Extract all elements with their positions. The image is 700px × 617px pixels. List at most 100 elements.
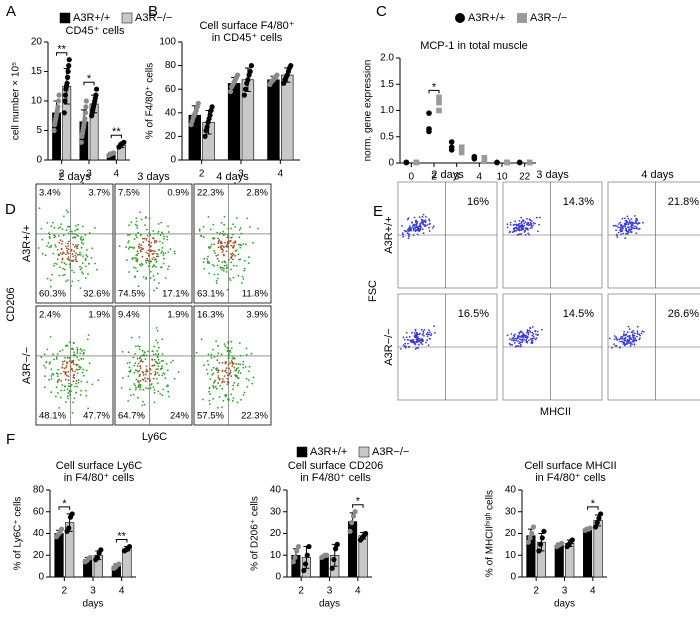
event-dot bbox=[153, 345, 156, 348]
event-dot bbox=[68, 240, 70, 243]
event-dot bbox=[626, 233, 629, 235]
event-dot bbox=[67, 256, 70, 258]
event-dot bbox=[69, 385, 71, 388]
event-dot bbox=[625, 219, 628, 222]
event-dot bbox=[62, 267, 65, 270]
event-dot bbox=[403, 345, 406, 348]
event-dot bbox=[76, 372, 79, 375]
event-dot bbox=[402, 336, 405, 339]
event-dot bbox=[163, 257, 165, 260]
data-point bbox=[516, 159, 523, 166]
event-dot bbox=[222, 378, 224, 380]
event-dot bbox=[76, 356, 79, 359]
event-dot bbox=[167, 231, 170, 233]
event-dot bbox=[218, 361, 221, 364]
event-dot bbox=[135, 220, 138, 223]
data-point bbox=[288, 63, 294, 69]
event-dot bbox=[82, 242, 85, 245]
event-dot bbox=[530, 338, 532, 340]
event-dot bbox=[67, 232, 70, 235]
event-dot bbox=[640, 332, 643, 335]
event-dot bbox=[50, 244, 53, 247]
event-dot bbox=[137, 285, 140, 287]
event-dot bbox=[430, 333, 433, 335]
event-dot bbox=[232, 246, 234, 249]
legend-swatch bbox=[455, 13, 465, 23]
event-dot bbox=[217, 246, 220, 249]
event-dot bbox=[155, 360, 158, 363]
event-dot bbox=[78, 253, 81, 256]
bar bbox=[554, 545, 564, 578]
event-dot bbox=[534, 330, 536, 333]
event-dot bbox=[64, 245, 67, 248]
data-point bbox=[301, 567, 307, 574]
event-dot bbox=[224, 394, 227, 397]
event-dot bbox=[81, 239, 84, 242]
event-dot bbox=[403, 338, 406, 341]
event-dot bbox=[65, 209, 68, 212]
event-dot bbox=[146, 369, 148, 372]
event-dot bbox=[222, 245, 225, 248]
event-dot bbox=[248, 256, 250, 259]
event-dot bbox=[531, 334, 534, 337]
chart-title: Cell surface MHCII bbox=[524, 460, 616, 472]
event-dot bbox=[71, 232, 74, 235]
event-dot bbox=[63, 273, 66, 276]
event-dot bbox=[82, 358, 85, 360]
event-dot bbox=[75, 233, 77, 236]
event-dot bbox=[412, 234, 415, 236]
event-dot bbox=[212, 386, 215, 389]
event-dot bbox=[226, 383, 229, 385]
event-dot bbox=[623, 337, 626, 340]
data-point bbox=[247, 68, 253, 75]
event-dot bbox=[629, 231, 631, 233]
event-dot bbox=[134, 276, 136, 278]
event-dot bbox=[226, 245, 229, 248]
y-tick-label: 40 bbox=[33, 528, 45, 539]
event-dot bbox=[526, 227, 529, 230]
event-dot bbox=[223, 381, 226, 383]
data-point bbox=[202, 133, 208, 139]
event-dot bbox=[142, 276, 145, 278]
event-dot bbox=[55, 356, 58, 359]
event-dot bbox=[148, 377, 151, 380]
event-dot bbox=[520, 233, 523, 235]
event-dot bbox=[620, 337, 622, 340]
event-dot bbox=[208, 390, 211, 393]
event-dot bbox=[623, 341, 625, 343]
significance-bracket bbox=[587, 506, 599, 510]
event-dot bbox=[217, 242, 220, 245]
event-dot bbox=[167, 251, 170, 253]
event-dot bbox=[162, 388, 165, 391]
event-dot bbox=[74, 258, 77, 261]
event-dot bbox=[71, 280, 74, 283]
event-dot bbox=[168, 265, 170, 268]
significance-label: ** bbox=[57, 44, 66, 56]
event-dot bbox=[66, 344, 68, 347]
event-dot bbox=[61, 384, 64, 386]
event-dot bbox=[626, 215, 629, 218]
event-dot bbox=[527, 333, 530, 336]
event-dot bbox=[76, 368, 79, 371]
event-dot bbox=[234, 255, 237, 257]
data-point bbox=[64, 80, 70, 86]
event-dot bbox=[428, 329, 430, 331]
event-dot bbox=[202, 236, 205, 239]
event-dot bbox=[162, 262, 165, 265]
event-dot bbox=[68, 357, 71, 359]
event-dot bbox=[71, 412, 74, 414]
event-dot bbox=[415, 335, 417, 338]
event-dot bbox=[517, 228, 519, 231]
event-dot bbox=[73, 236, 76, 238]
event-dot bbox=[212, 366, 215, 369]
event-dot bbox=[221, 387, 224, 390]
data-point bbox=[204, 124, 210, 130]
y-tick-label: 60 bbox=[33, 506, 45, 517]
data-point bbox=[241, 92, 247, 98]
data-point bbox=[78, 139, 85, 145]
event-dot bbox=[62, 274, 64, 277]
event-dot bbox=[159, 392, 162, 395]
event-dot bbox=[139, 388, 141, 391]
event-dot bbox=[128, 246, 131, 249]
event-dot bbox=[49, 237, 51, 240]
